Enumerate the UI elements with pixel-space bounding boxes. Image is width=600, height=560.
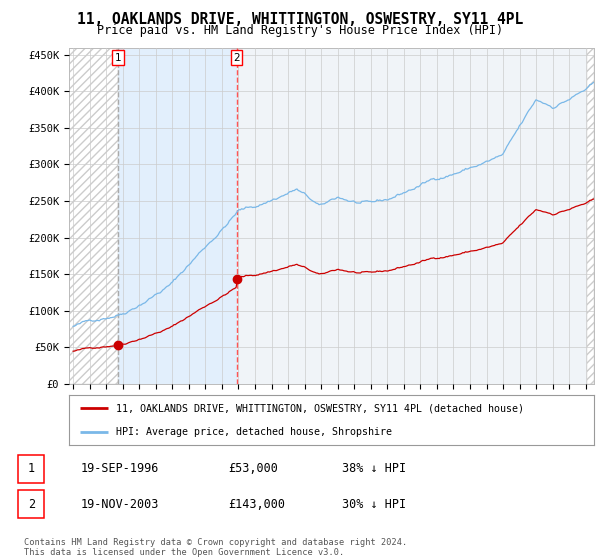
Text: 38% ↓ HPI: 38% ↓ HPI bbox=[342, 463, 406, 475]
Text: 11, OAKLANDS DRIVE, WHITTINGTON, OSWESTRY, SY11 4PL (detached house): 11, OAKLANDS DRIVE, WHITTINGTON, OSWESTR… bbox=[116, 403, 524, 413]
Text: 1: 1 bbox=[28, 463, 35, 475]
Bar bbox=[587, 48, 594, 384]
Text: 19-NOV-2003: 19-NOV-2003 bbox=[81, 497, 160, 511]
Bar bbox=[69, 48, 118, 384]
Text: Contains HM Land Registry data © Crown copyright and database right 2024.
This d: Contains HM Land Registry data © Crown c… bbox=[24, 538, 407, 557]
Text: 30% ↓ HPI: 30% ↓ HPI bbox=[342, 497, 406, 511]
Text: 1: 1 bbox=[115, 53, 121, 63]
Text: 2: 2 bbox=[233, 53, 240, 63]
Text: £53,000: £53,000 bbox=[228, 463, 278, 475]
Text: 11, OAKLANDS DRIVE, WHITTINGTON, OSWESTRY, SY11 4PL: 11, OAKLANDS DRIVE, WHITTINGTON, OSWESTR… bbox=[77, 12, 523, 27]
Bar bbox=[118, 48, 236, 384]
Text: £143,000: £143,000 bbox=[228, 497, 285, 511]
Text: HPI: Average price, detached house, Shropshire: HPI: Average price, detached house, Shro… bbox=[116, 427, 392, 437]
FancyBboxPatch shape bbox=[18, 490, 44, 518]
Text: Price paid vs. HM Land Registry's House Price Index (HPI): Price paid vs. HM Land Registry's House … bbox=[97, 24, 503, 36]
Text: 2: 2 bbox=[28, 497, 35, 511]
FancyBboxPatch shape bbox=[18, 455, 44, 483]
Text: 19-SEP-1996: 19-SEP-1996 bbox=[81, 463, 160, 475]
